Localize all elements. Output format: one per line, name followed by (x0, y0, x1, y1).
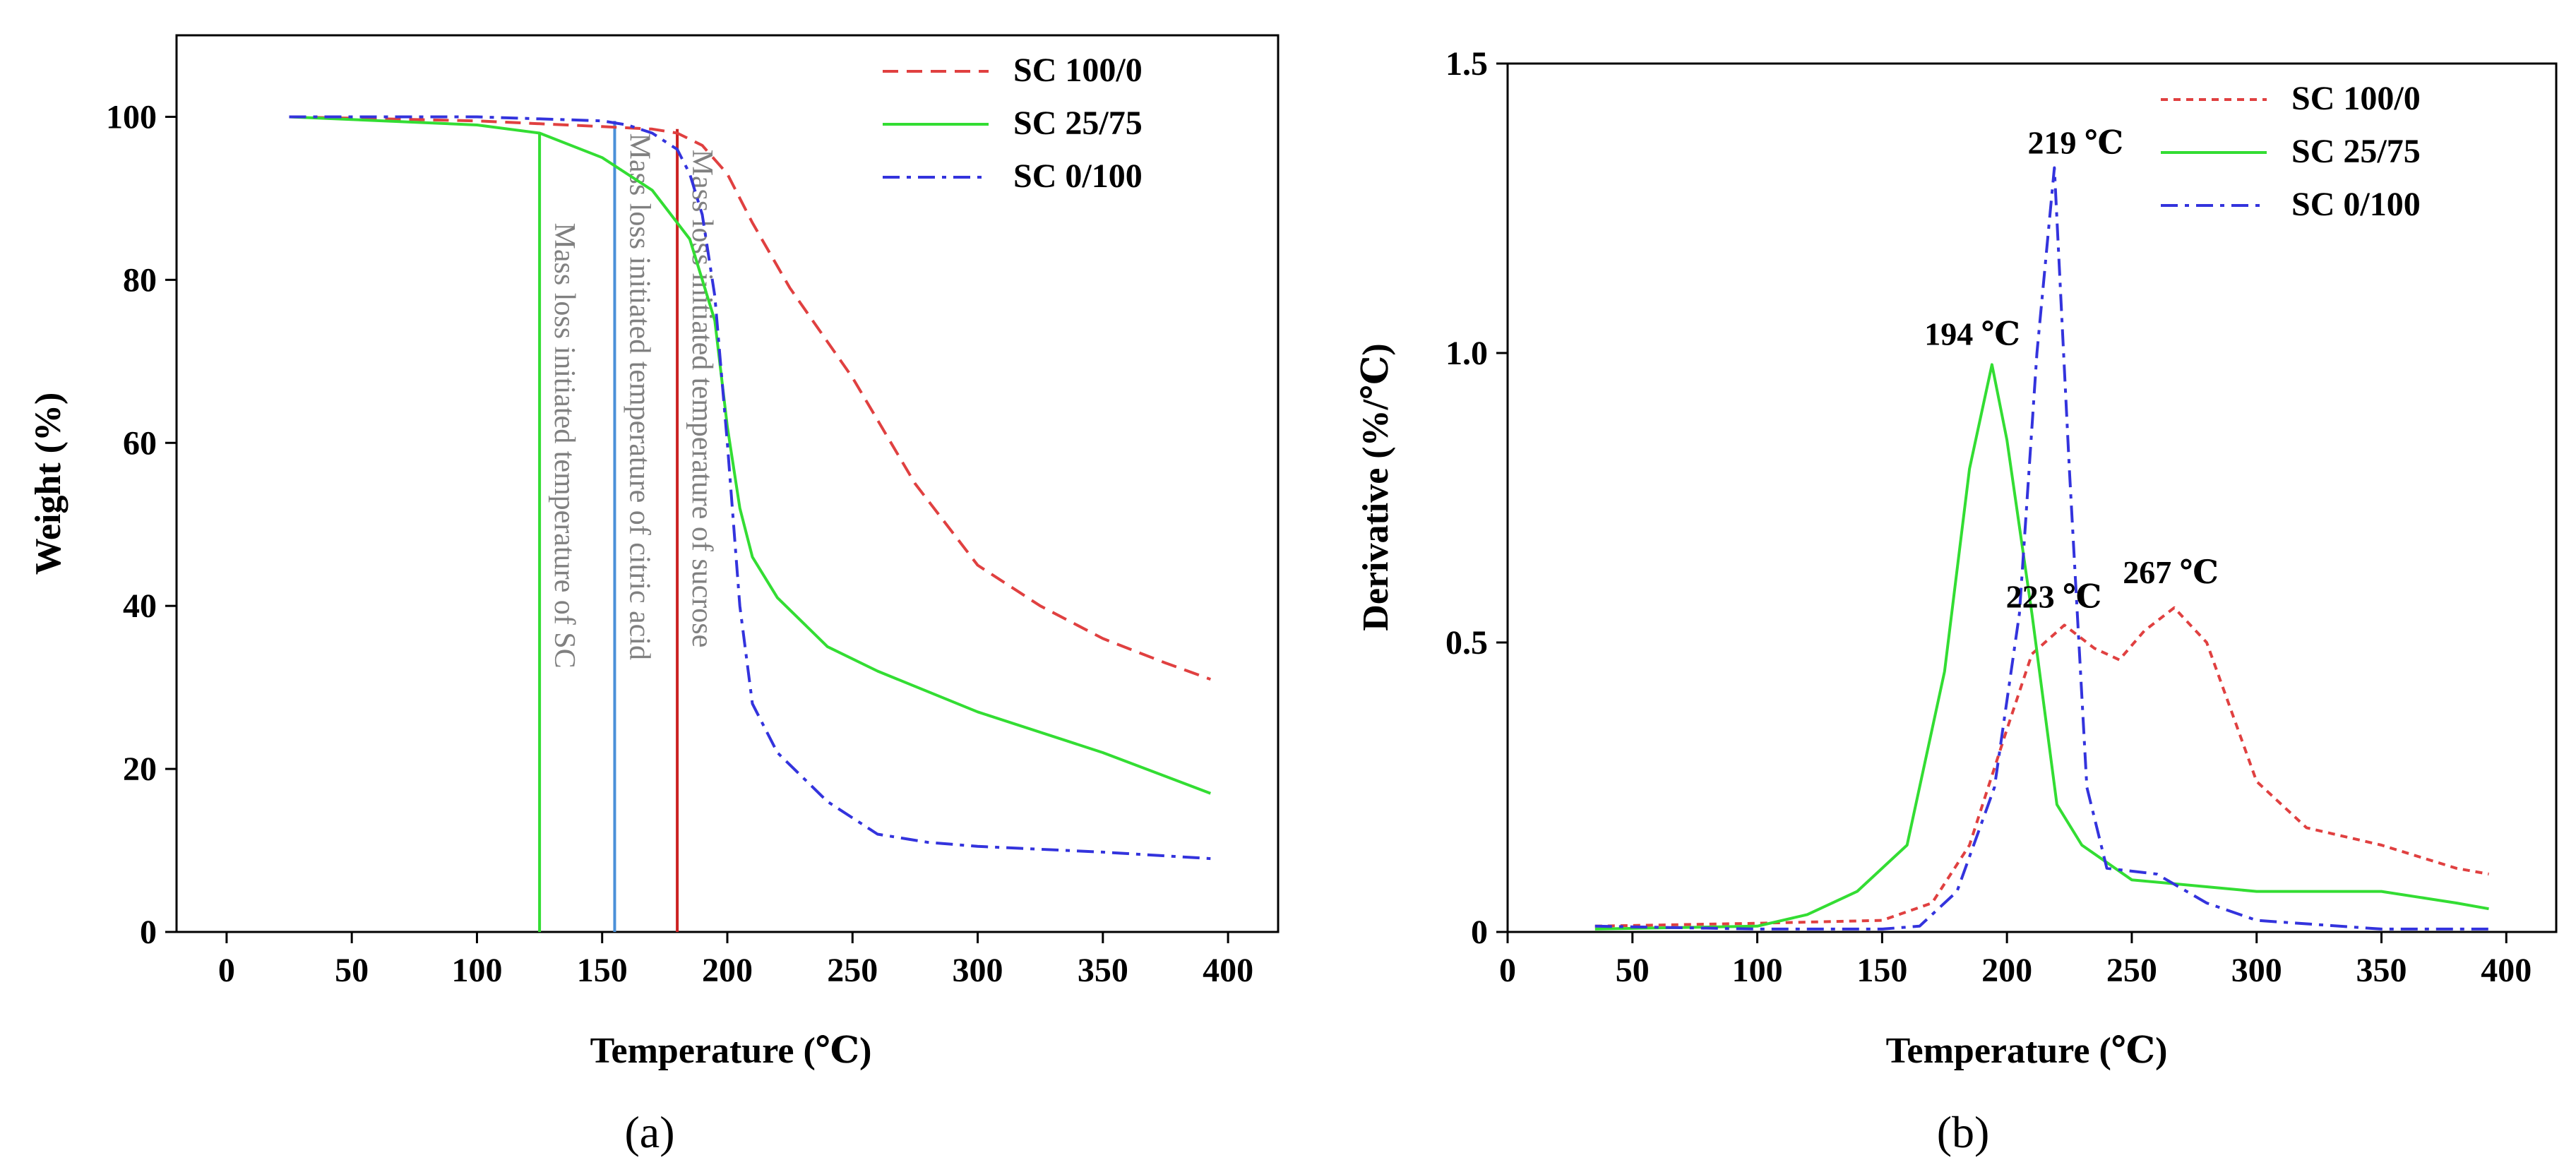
series-line (289, 115, 1212, 795)
y-tick-label: 1.5 (1445, 45, 1488, 83)
y-tick-label: 100 (106, 98, 157, 136)
series-line (289, 115, 1211, 681)
x-tick-label: 400 (2481, 952, 2532, 989)
legend-label: SC 0/100 (1013, 157, 1143, 195)
x-tick-label: 50 (1616, 952, 1650, 989)
x-tick-label: 100 (451, 952, 502, 989)
marker-annotation: Mass loss initiated temperature of sucro… (686, 150, 718, 648)
peak-label: 267 ℃ (2123, 554, 2219, 590)
legend-label: SC 25/75 (2291, 133, 2421, 170)
series-line (1594, 363, 2489, 931)
y-tick-label: 20 (123, 751, 157, 788)
x-tick-label: 400 (1203, 952, 1253, 989)
series-line (1594, 166, 2489, 931)
x-tick-label: 0 (218, 952, 235, 989)
marker-annotation: Mass loss initiated temperature of citri… (623, 133, 655, 660)
x-tick-label: 300 (953, 952, 1003, 989)
plot-frame-b (1506, 62, 2558, 933)
legend-label: SC 25/75 (1013, 104, 1143, 142)
peak-label: 219 ℃ (2028, 125, 2124, 161)
y-tick-label: 80 (123, 261, 157, 299)
x-axis-label-b: Temperature (℃) (1886, 1031, 2168, 1071)
x-tick-label: 150 (577, 952, 628, 989)
chart-panel-b: 194 ℃ 219 ℃ 223 ℃ 267 ℃ 0 50 100 150 200 250 300 3… (1356, 45, 2558, 1157)
series-line (1594, 606, 2489, 928)
peak-label: 223 ℃ (2006, 578, 2102, 614)
panel-label-b: (b) (1937, 1107, 1990, 1157)
chart-panel-a: Mass loss initiated temperature of SC Mas… (28, 34, 1280, 1157)
x-tick-label: 250 (2106, 952, 2157, 989)
x-axis-label-a: Temperature (℃) (590, 1031, 872, 1071)
y-tick-label: 1.0 (1445, 335, 1488, 372)
x-tick-label: 150 (1856, 952, 1907, 989)
legend-label: SC 0/100 (2291, 186, 2421, 223)
x-tick-label: 100 (1732, 952, 1783, 989)
x-tick-label: 350 (2356, 952, 2407, 989)
x-tick-label: 50 (335, 952, 369, 989)
peak-label: 194 ℃ (1924, 316, 2020, 352)
y-tick-label: 40 (123, 587, 157, 625)
legend-label: SC 100/0 (2291, 80, 2421, 117)
marker-annotation: Mass loss initiated temperature of SC (548, 223, 580, 669)
y-tick-label: 0 (140, 914, 157, 951)
panel-label-a: (a) (624, 1107, 674, 1157)
x-tick-label: 300 (2231, 952, 2282, 989)
x-tick-label: 350 (1078, 952, 1128, 989)
y-tick-label: 0.5 (1445, 624, 1488, 662)
y-axis-label-a: Weight (%) (28, 393, 68, 575)
x-tick-label: 200 (702, 952, 753, 989)
x-tick-label: 250 (827, 952, 878, 989)
y-tick-label: 0 (1471, 914, 1488, 951)
y-tick-label: 60 (123, 424, 157, 462)
series-line (289, 115, 1211, 861)
y-axis-label-b: Derivative (%/℃) (1356, 343, 1396, 630)
legend-label: SC 100/0 (1013, 52, 1143, 89)
x-tick-label: 0 (1499, 952, 1516, 989)
x-tick-label: 200 (1981, 952, 2032, 989)
